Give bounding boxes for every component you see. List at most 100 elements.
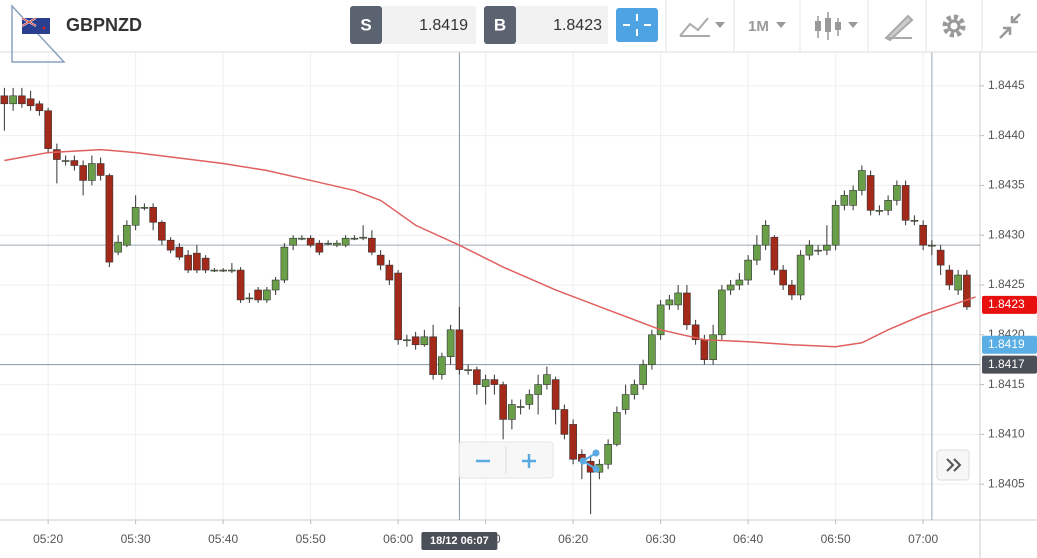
candle-body — [490, 379, 499, 385]
candle-body — [796, 254, 805, 296]
candle-body — [333, 242, 341, 246]
candle-body — [744, 259, 752, 281]
buy-label[interactable]: B — [494, 15, 506, 34]
candle-body — [193, 252, 201, 271]
candle-body — [621, 394, 630, 410]
buy-button[interactable] — [484, 6, 516, 44]
settings-icon-inner[interactable] — [947, 19, 961, 33]
candle-body — [735, 279, 744, 286]
scroll-right-icon[interactable] — [946, 458, 962, 472]
sell-button[interactable] — [350, 6, 382, 44]
x-tick-label: 06:40 — [733, 532, 763, 546]
candle-body — [175, 246, 184, 258]
dropdown-arrow[interactable] — [848, 22, 858, 28]
candle-body — [228, 269, 236, 272]
buy-price-tag: 1.8423 — [988, 297, 1025, 311]
candle-body — [604, 444, 612, 465]
candle-body — [814, 249, 822, 252]
candle-body — [805, 244, 814, 256]
candle-body — [306, 237, 315, 246]
crosshair-button[interactable] — [616, 8, 658, 42]
candle-body — [525, 394, 534, 405]
candle-body — [44, 110, 52, 149]
crosshair-time-bg — [421, 532, 498, 550]
y-tick-label: 1.8440 — [988, 128, 1025, 142]
candle-body — [866, 175, 875, 211]
candle-body — [184, 254, 192, 271]
y-tick-label: 1.8445 — [988, 78, 1025, 92]
collapse-icon[interactable] — [999, 13, 1021, 39]
candle-body — [481, 379, 490, 387]
candle-body — [26, 98, 35, 107]
y-tick-label: 1.8425 — [988, 277, 1025, 291]
x-tick-label: 05:50 — [296, 532, 326, 546]
share-icon[interactable] — [579, 449, 600, 473]
candle-body — [831, 205, 840, 246]
candle-body — [779, 269, 787, 286]
candle-body — [201, 257, 210, 271]
candle-body — [105, 175, 114, 263]
candle-body — [709, 334, 717, 360]
candle-body — [385, 264, 394, 281]
candle-body — [823, 244, 831, 251]
crosshair-price-tag: 1.8417 — [988, 357, 1025, 371]
sell-price[interactable]: 1.8419 — [419, 17, 468, 34]
chart-type-icon[interactable] — [679, 17, 710, 37]
candle-body — [928, 244, 936, 247]
candle-body — [210, 269, 219, 272]
candle-icon-body[interactable] — [825, 18, 831, 32]
candle-body — [788, 284, 796, 296]
candle-body — [473, 369, 481, 385]
candle-body — [665, 299, 674, 306]
flag-cross-red — [21, 17, 37, 27]
candle-body — [140, 207, 149, 209]
dropdown-arrow[interactable] — [776, 22, 786, 28]
candle-body — [88, 163, 96, 181]
candle-body — [131, 207, 140, 226]
candle-body — [700, 339, 709, 360]
draw-icon[interactable] — [884, 14, 914, 42]
candle-body — [429, 336, 437, 375]
candle-body — [245, 297, 254, 300]
candle-body — [123, 224, 131, 246]
candle-body — [420, 336, 429, 346]
candle-body — [770, 236, 779, 271]
candle-body — [280, 246, 289, 281]
candle-body — [691, 324, 700, 341]
sell-label[interactable]: S — [360, 15, 371, 34]
candle-body — [516, 406, 525, 408]
candle-body — [219, 269, 227, 272]
zoom-in[interactable] — [522, 454, 536, 468]
candle-body — [910, 219, 919, 222]
candle-body — [350, 237, 359, 240]
flag-icon — [21, 17, 50, 34]
candle-body — [114, 241, 122, 253]
share-lines[interactable] — [582, 452, 597, 470]
candle-icon-body[interactable] — [835, 22, 841, 30]
buy-price-box[interactable] — [516, 6, 608, 44]
sell-price-box[interactable] — [382, 6, 476, 44]
candle-body — [263, 289, 271, 301]
candle-body — [411, 336, 420, 346]
candle-body — [613, 412, 621, 445]
candle-body — [341, 237, 350, 246]
buy-price[interactable]: 1.8423 — [553, 17, 602, 34]
candle-body — [35, 103, 44, 112]
crosshair-price-tag-bg — [982, 355, 1037, 374]
candle-body — [560, 409, 569, 435]
candle-body — [963, 274, 971, 308]
candle-body — [718, 289, 726, 336]
toolbar: GBPNZD S 1.8419 B 1.8423 1M — [0, 0, 1037, 63]
candle-body — [236, 269, 245, 301]
candle-body — [298, 237, 306, 240]
candle-body — [901, 185, 910, 221]
candle-body — [683, 292, 691, 326]
candle-body — [919, 224, 927, 246]
candle-icon-body[interactable] — [815, 21, 821, 31]
timeframe[interactable]: 1M — [748, 18, 769, 35]
flag-star — [42, 26, 46, 30]
dropdown-arrow[interactable] — [715, 22, 725, 28]
candle-body — [359, 236, 367, 239]
candle-body — [289, 237, 297, 246]
settings-icon[interactable] — [942, 14, 966, 38]
